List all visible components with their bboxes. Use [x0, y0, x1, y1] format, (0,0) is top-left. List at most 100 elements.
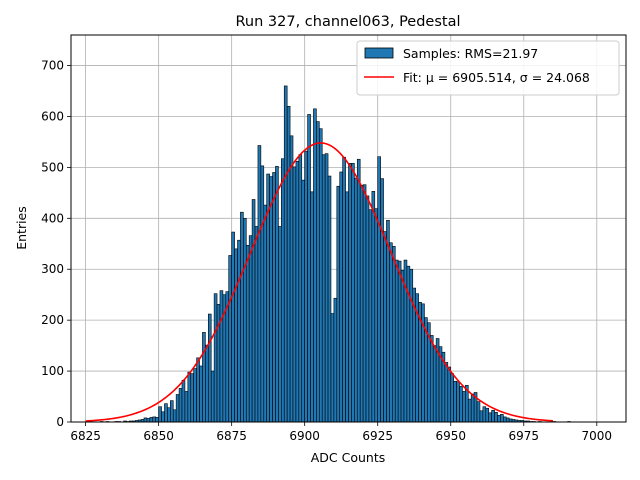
histogram-bar — [181, 379, 186, 423]
histogram-bar — [205, 344, 209, 423]
histogram-bar — [432, 345, 437, 423]
histogram-bar — [356, 158, 361, 423]
histogram-bar — [488, 412, 492, 423]
histogram-bar — [429, 335, 434, 423]
histogram-bar — [354, 177, 358, 423]
histogram-bar — [485, 407, 490, 423]
histogram-bar — [257, 145, 262, 423]
histogram-bar — [164, 403, 168, 423]
x-tick-label: 7000 — [582, 429, 613, 443]
y-tick-label: 400 — [41, 211, 64, 225]
histogram-bar — [459, 386, 463, 423]
histogram-bar — [272, 172, 276, 423]
histogram-bar — [149, 417, 154, 423]
histogram-bar — [359, 184, 364, 423]
histogram-bar — [348, 163, 352, 423]
histogram-bar — [295, 160, 300, 423]
fit-curve — [85, 142, 554, 422]
histogram-bar — [263, 204, 268, 423]
histogram-bar — [362, 184, 367, 423]
histogram-bar — [225, 291, 230, 423]
y-axis-label: Entries — [14, 206, 29, 250]
histogram-bar — [172, 409, 177, 423]
histogram-bar — [505, 417, 510, 423]
histogram-bar — [278, 226, 282, 423]
histogram-bar — [175, 394, 180, 423]
histogram-bar — [503, 416, 507, 423]
plot-frame — [70, 34, 627, 423]
histogram-bar — [400, 269, 405, 423]
x-tick-label: 6925 — [362, 429, 393, 443]
histogram-bar — [482, 406, 487, 423]
histogram-bar — [184, 391, 189, 423]
histogram-bar — [143, 417, 148, 423]
histogram-bar — [462, 391, 466, 423]
histogram-bar — [374, 208, 379, 423]
histogram-bar — [292, 166, 297, 423]
histogram-bar — [307, 114, 311, 423]
histogram-bar — [301, 179, 305, 423]
histogram-bar — [251, 199, 256, 423]
histogram-bar — [368, 209, 373, 423]
histogram-bar — [365, 195, 370, 423]
histogram-bar — [234, 248, 238, 423]
histogram-bar — [310, 191, 314, 423]
histogram-bars — [99, 85, 571, 423]
histogram-bar — [467, 398, 472, 423]
histogram-bar — [450, 373, 454, 423]
histogram-bar — [155, 417, 159, 423]
y-tick-label: 0 — [56, 415, 64, 429]
legend-histogram-swatch — [364, 47, 394, 59]
x-axis-ticks: 6825 6850 6875 6900 6925 6950 6975 7000 — [70, 422, 612, 443]
histogram-bar — [447, 366, 452, 423]
histogram-bar — [193, 368, 197, 423]
legend-fit-label: Fit: μ = 6905.514, σ = 24.068 — [403, 70, 590, 85]
histogram-bar — [190, 373, 194, 423]
histogram-bar — [202, 332, 206, 423]
histogram-bar — [304, 150, 308, 423]
histogram-bar — [158, 406, 162, 423]
histogram-bar — [196, 357, 200, 423]
histogram-bar — [298, 154, 303, 423]
y-tick-label: 500 — [41, 160, 64, 174]
histogram-bar — [497, 415, 501, 423]
histogram-bar — [254, 226, 259, 423]
histogram-bar — [286, 105, 291, 423]
histogram-bar — [394, 259, 399, 423]
x-tick-label: 6875 — [216, 429, 247, 443]
x-tick-label: 6825 — [70, 429, 101, 443]
histogram-bar — [386, 220, 390, 423]
histogram-bar — [383, 231, 387, 423]
histogram-bar — [289, 135, 294, 423]
histogram-bar — [228, 255, 232, 423]
histogram-bar — [339, 171, 343, 423]
histogram-bar — [170, 400, 174, 423]
histogram-bar — [248, 235, 253, 423]
legend: Samples: RMS=21.97 Fit: μ = 6905.514, σ … — [356, 40, 620, 96]
histogram-bar — [494, 412, 498, 423]
fit-line — [85, 142, 554, 422]
histogram-bar — [380, 178, 384, 423]
histogram-bar — [316, 121, 320, 423]
histogram-bar — [199, 365, 203, 423]
histogram-bar — [333, 297, 338, 423]
histogram-bar — [167, 407, 171, 423]
y-tick-label: 700 — [41, 59, 64, 73]
histogram-bar — [324, 153, 329, 423]
y-tick-label: 100 — [41, 364, 64, 378]
histogram-bar — [281, 158, 285, 423]
histogram-bar — [342, 156, 346, 423]
legend-histogram-label: Samples: RMS=21.97 — [403, 46, 538, 61]
histogram-bar — [389, 242, 393, 423]
histogram-bar — [187, 371, 192, 423]
histogram-bar — [397, 260, 402, 423]
x-tick-label: 6850 — [143, 429, 174, 443]
x-tick-label: 6900 — [289, 429, 320, 443]
histogram-bar — [207, 313, 212, 423]
histogram-bar — [371, 191, 376, 423]
histogram-bar — [146, 418, 151, 423]
histogram-bar — [476, 401, 481, 423]
histogram-bar — [231, 231, 235, 423]
y-tick-label: 300 — [41, 262, 64, 276]
